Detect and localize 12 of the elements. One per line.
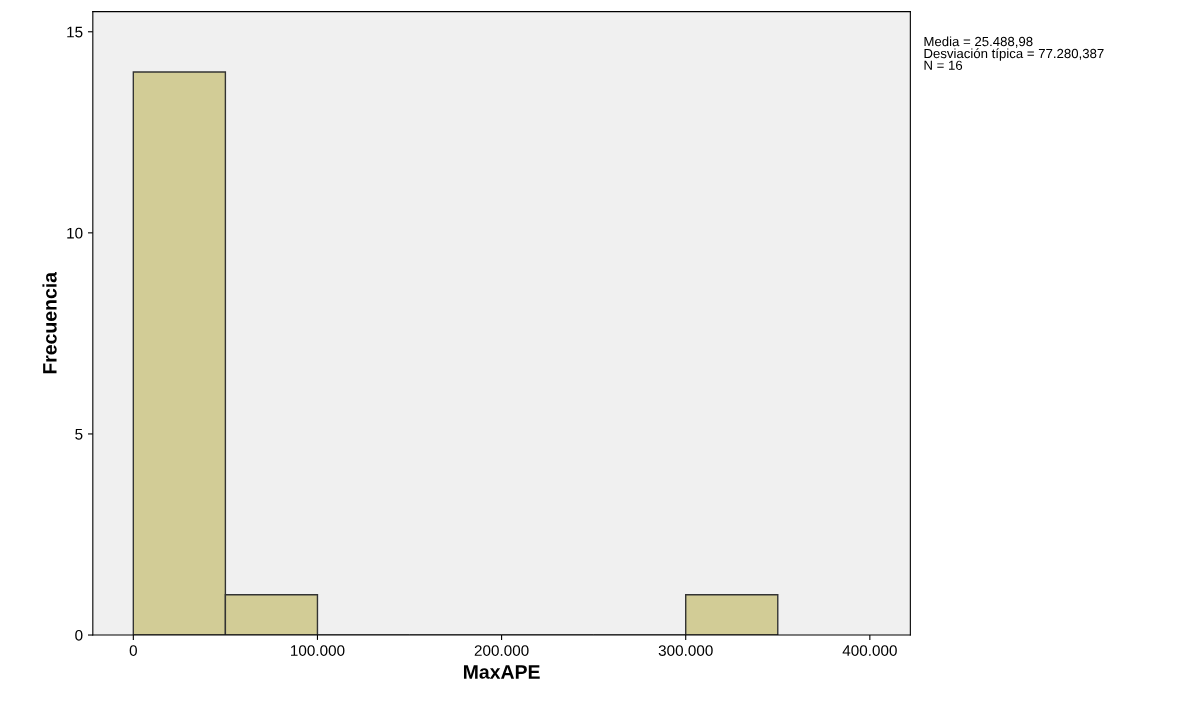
x-axis-title: MaxAPE [463,665,540,679]
y-tick-label: 0 [75,629,83,641]
y-tick-label: 5 [75,428,83,440]
x-tick-label: 300.000 [658,645,713,656]
y-tick-label: 15 [67,26,83,38]
y-axis-title: Frecuencia [42,271,57,374]
x-tick-label: 100.000 [291,645,345,656]
x-tick-label: 0 [129,645,137,656]
x-tick-label: 400.000 [842,645,897,656]
text: Media = 25.488,98 Desviación típica = 77.280,387 N = 16 [924,36,1104,70]
x-tick-label: 200.000 [474,645,529,656]
y-tick-label: 10 [67,227,83,239]
